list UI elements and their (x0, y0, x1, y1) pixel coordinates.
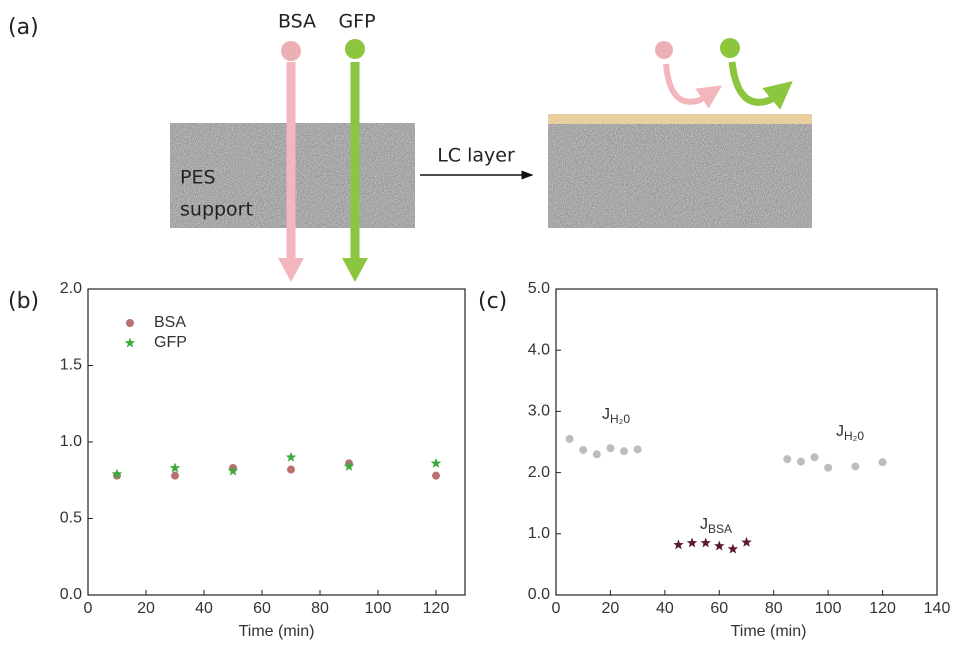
star-point (700, 537, 711, 548)
x-tick-label: 20 (137, 600, 155, 617)
legend-marker (124, 337, 136, 348)
circle-point (565, 434, 574, 443)
circle-point (287, 465, 295, 474)
bsa-particle (655, 41, 673, 59)
y-tick-label: 2.0 (528, 464, 550, 481)
star-point (714, 540, 725, 551)
annotation-subscript: H₂0 (610, 412, 630, 426)
circle-point (633, 445, 642, 454)
y-tick-label: 4.0 (528, 341, 550, 358)
gfp-particle (345, 39, 365, 59)
plot-frame (87, 288, 466, 596)
star-point (727, 543, 739, 554)
annotation: JH₂0 (836, 423, 864, 443)
star-point (227, 465, 239, 476)
x-tick-label: 120 (423, 600, 450, 617)
x-tick-label: 140 (924, 600, 951, 617)
circle-point (432, 471, 440, 480)
x-tick-label: 60 (710, 600, 728, 617)
panel-label: (a) (8, 15, 39, 40)
annotation-subscript: BSA (708, 522, 732, 536)
diagram: (a) PES support BSA GFP LC layer (8, 11, 812, 282)
annotation-base: J (836, 423, 844, 440)
x-tick-label: 0 (84, 600, 93, 617)
y-tick-label: 3.0 (528, 403, 550, 420)
panel-label: (b) (8, 289, 39, 314)
circle-point (851, 462, 860, 471)
x-tick-label: 100 (815, 600, 842, 617)
annotation-subscript: H₂0 (844, 429, 864, 443)
bounce-arrow (728, 61, 793, 110)
x-tick-label: 80 (311, 600, 329, 617)
gfp-particle (720, 38, 740, 58)
legend-marker (126, 319, 134, 327)
circle-point (592, 450, 601, 459)
annotation-base: J (700, 516, 708, 533)
support-label: support (180, 199, 253, 221)
x-axis-label: Time (min) (731, 623, 807, 640)
particle-label: GFP (338, 11, 375, 33)
star-point (169, 462, 181, 473)
plot-frame (555, 288, 938, 596)
x-tick-label: 100 (365, 600, 392, 617)
y-tick-label: 2.0 (60, 280, 82, 297)
legend-label: BSA (154, 314, 186, 331)
y-tick-label: 0.0 (60, 586, 82, 603)
circle-point (606, 444, 615, 453)
x-tick-label: 60 (253, 600, 271, 617)
y-tick-label: 1.5 (60, 357, 82, 374)
y-tick-label: 1.0 (60, 433, 82, 450)
legend-label: GFP (154, 334, 187, 351)
circle-point (796, 457, 805, 466)
annotation: JH₂0 (602, 406, 630, 426)
x-tick-label: 0 (552, 600, 561, 617)
annotation: JBSA (700, 516, 732, 536)
x-tick-label: 80 (765, 600, 783, 617)
circle-point (783, 455, 792, 464)
y-tick-label: 5.0 (528, 280, 550, 297)
star-point (285, 451, 297, 462)
bounce-arrow (663, 63, 722, 109)
x-tick-label: 120 (869, 600, 896, 617)
lc-layer (548, 114, 812, 124)
circle-point (878, 458, 887, 467)
star-point (343, 460, 355, 471)
support-label: PES (180, 167, 216, 189)
x-tick-label: 20 (602, 600, 620, 617)
bsa-particle (281, 41, 301, 61)
arrow-head (342, 258, 368, 282)
y-tick-label: 1.0 (528, 525, 550, 542)
x-tick-label: 40 (656, 600, 674, 617)
circle-point (579, 445, 588, 454)
x-tick-label: 40 (195, 600, 213, 617)
annotation-base: J (602, 406, 610, 423)
star-point (111, 468, 123, 479)
star-point (686, 537, 698, 548)
membrane-texture (548, 123, 812, 228)
star-point (430, 457, 442, 468)
y-tick-label: 0.0 (528, 586, 550, 603)
x-axis-label: Time (min) (239, 623, 315, 640)
circle-point (171, 471, 179, 480)
particle-label: BSA (278, 11, 316, 33)
circle-point (620, 447, 629, 456)
panel-label: (c) (478, 289, 507, 314)
arrow-head (278, 258, 304, 282)
star-point (741, 536, 752, 547)
arrow-label: LC layer (437, 145, 515, 167)
circle-point (810, 453, 819, 462)
star-point (673, 539, 684, 550)
y-tick-label: 0.5 (60, 510, 82, 527)
circle-point (824, 463, 833, 472)
